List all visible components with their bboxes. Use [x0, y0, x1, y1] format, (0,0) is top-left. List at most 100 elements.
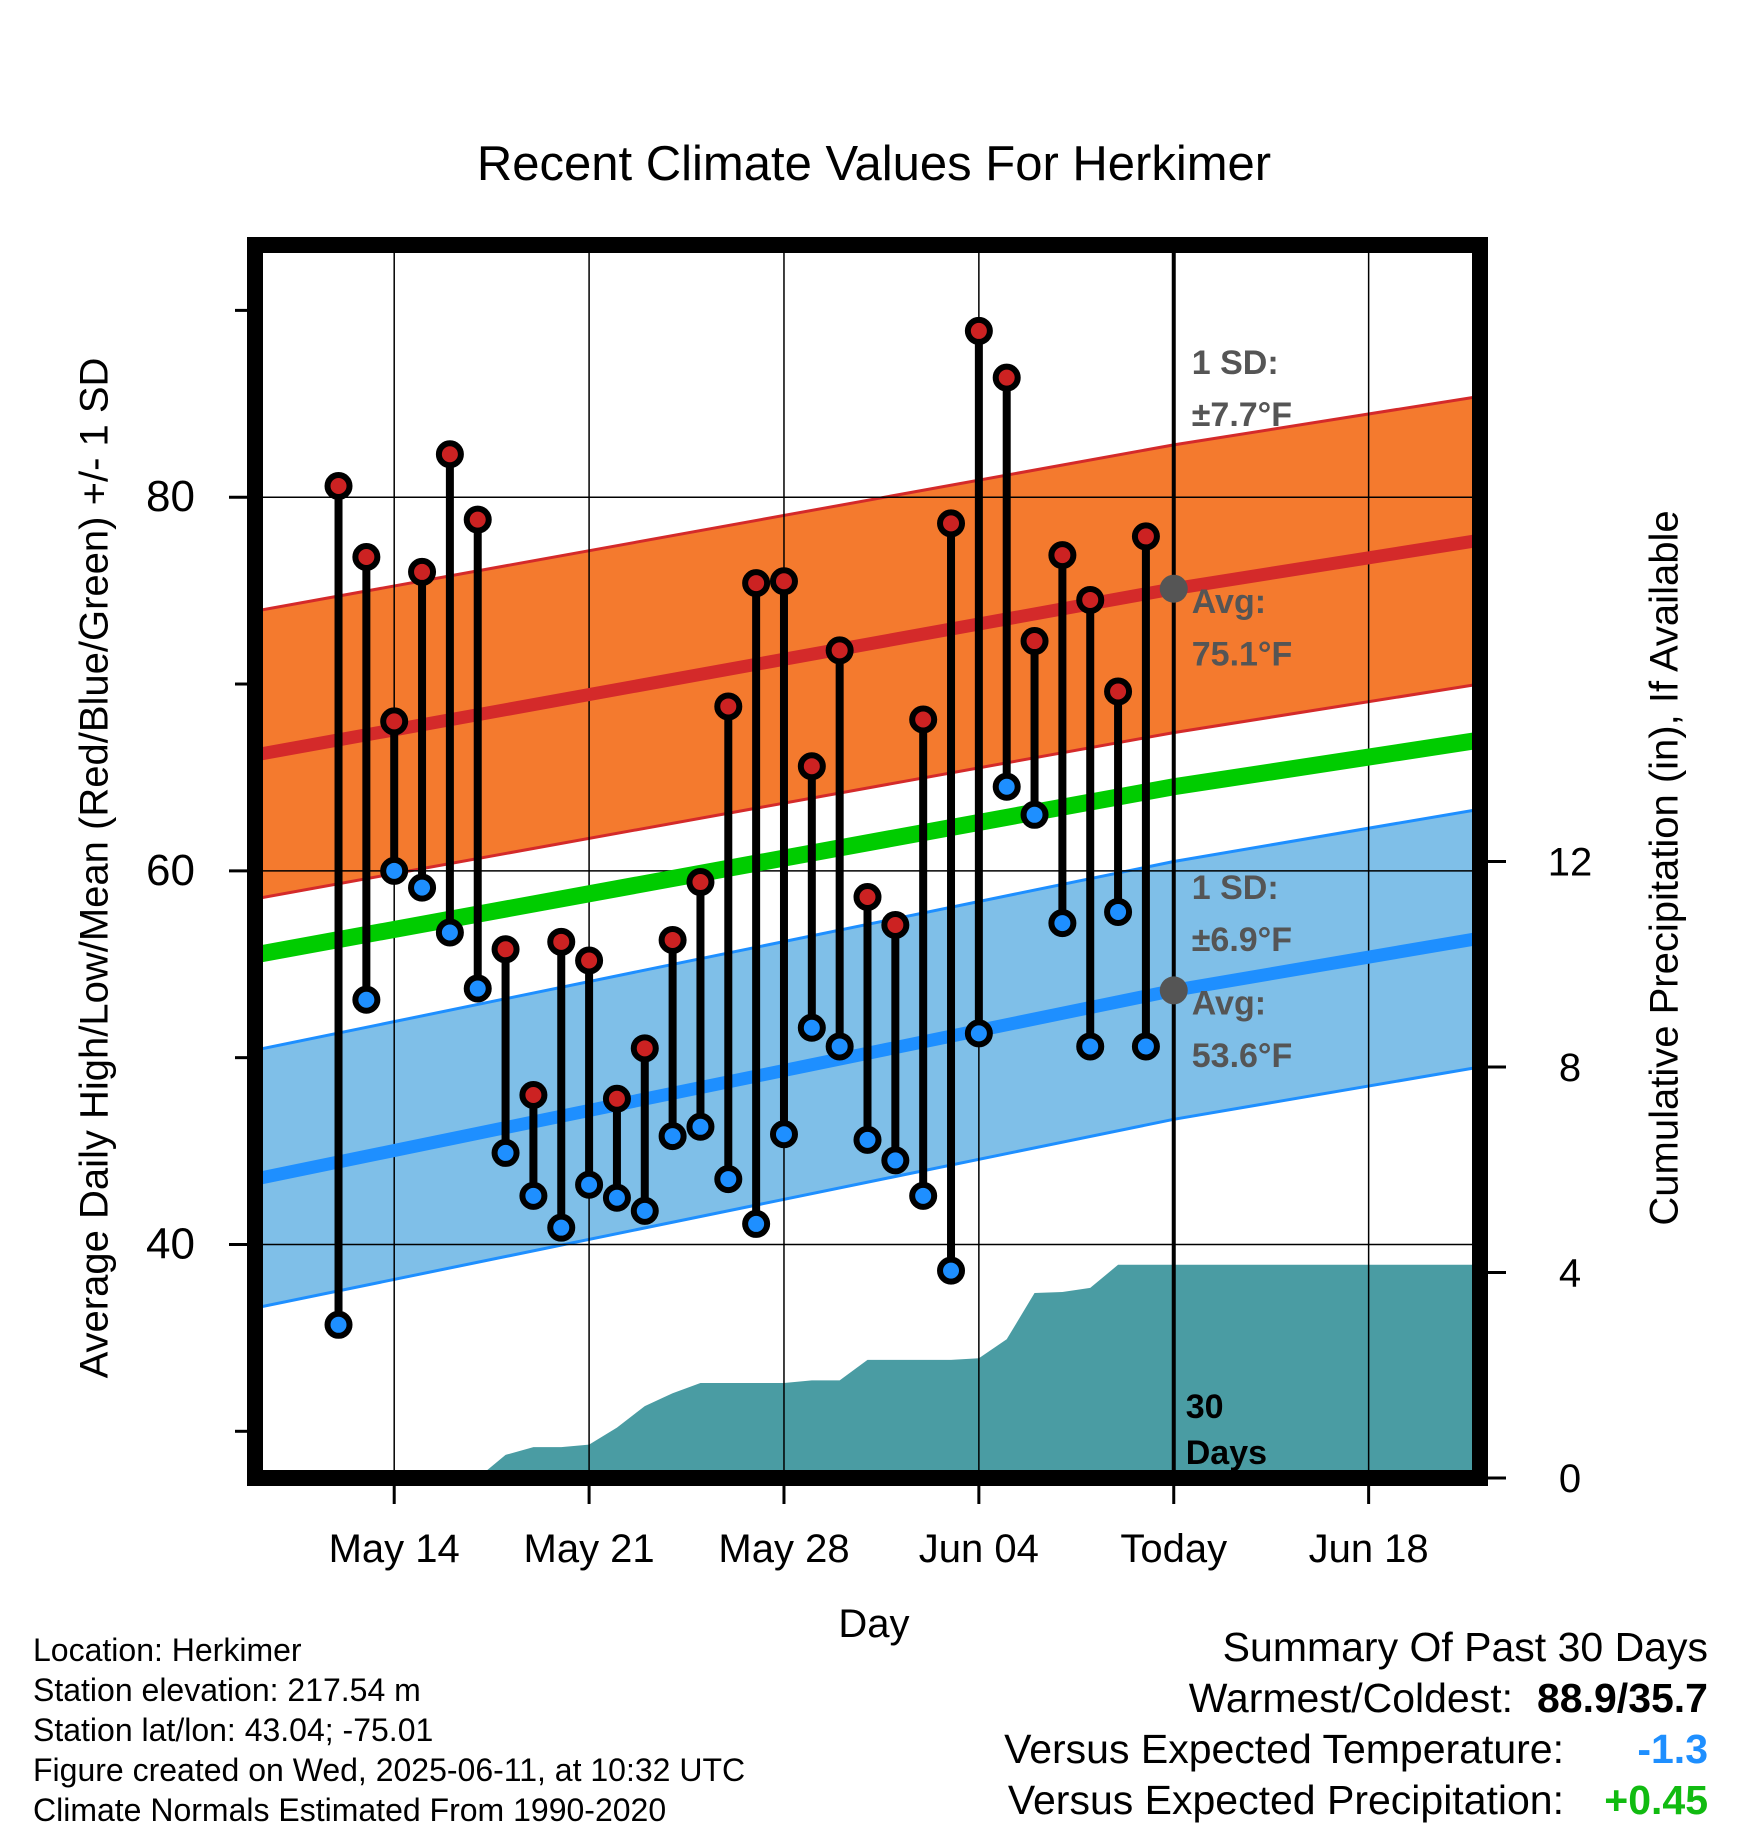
low-point — [630, 1196, 659, 1225]
low-point — [352, 985, 381, 1014]
summary-warmest-row: Warmest/Coldest: 88.9/35.7 — [1004, 1673, 1708, 1724]
low-point — [547, 1213, 576, 1242]
low-avg-dot — [1159, 976, 1188, 1005]
high-point — [352, 542, 381, 571]
low-point — [1020, 800, 1049, 829]
low-sd-label: 1 SD: — [1192, 869, 1279, 907]
high-avg-dot — [1159, 574, 1188, 603]
summary-temp-label: Versus Expected Temperature: — [1004, 1726, 1564, 1772]
info-created: Figure created on Wed, 2025-06-11, at 10… — [33, 1752, 746, 1788]
high-point — [630, 1034, 659, 1063]
info-elevation: Station elevation: 217.54 m — [33, 1672, 421, 1708]
low-point — [881, 1146, 910, 1175]
station-info: Location: Herkimer Station elevation: 21… — [33, 1630, 745, 1830]
low-point — [408, 873, 437, 902]
low-point — [602, 1183, 631, 1212]
high-point — [1076, 585, 1105, 614]
low-point — [797, 1013, 826, 1042]
low-point — [435, 918, 464, 947]
summary-warmest-value: 88.9/35.7 — [1537, 1675, 1708, 1721]
summary-warmest-label: Warmest/Coldest: — [1188, 1675, 1513, 1721]
high-point — [797, 752, 826, 781]
low-point — [825, 1032, 854, 1061]
y-left-tick-label: 80 — [146, 472, 195, 521]
low-point — [324, 1310, 353, 1339]
low-point — [1076, 1032, 1105, 1061]
high-point — [853, 882, 882, 911]
daily-range-bars — [334, 330, 1150, 1325]
high-point — [742, 569, 771, 598]
summary-precip-value: +0.45 — [1604, 1777, 1708, 1823]
low-point — [742, 1209, 771, 1238]
high-point — [686, 868, 715, 897]
low-point — [686, 1112, 715, 1141]
x-tick-label: May 14 — [329, 1527, 460, 1571]
x-tick-label: May 21 — [524, 1527, 655, 1571]
summary-precip-row: Versus Expected Precipitation: +0.45 — [1004, 1775, 1708, 1826]
plot-frame — [247, 237, 1488, 1486]
x-tick-label: Today — [1120, 1527, 1227, 1571]
x-tick-label: Jun 18 — [1309, 1527, 1429, 1571]
high-point — [1020, 627, 1049, 656]
low-point — [491, 1138, 520, 1167]
high-point — [519, 1081, 548, 1110]
low-sd-value: ±6.9°F — [1192, 921, 1292, 959]
high-point — [937, 509, 966, 538]
low-point — [519, 1181, 548, 1210]
low-point — [1048, 909, 1077, 938]
low-point — [992, 772, 1021, 801]
window-label-1: 30 — [1186, 1388, 1224, 1426]
y-left-tick-label: 40 — [146, 1219, 195, 1268]
x-tick-label: Jun 04 — [919, 1527, 1039, 1571]
info-location: Location: Herkimer — [33, 1632, 302, 1668]
y-right-tick-label: 0 — [1559, 1457, 1581, 1501]
high-point — [769, 567, 798, 596]
high-point — [463, 505, 492, 534]
daily-points — [324, 316, 1160, 1339]
low-avg-label: Avg: — [1192, 985, 1266, 1023]
high-point — [380, 707, 409, 736]
x-axis-label: Day — [838, 1602, 910, 1646]
high-point — [1131, 522, 1160, 551]
low-point — [964, 1019, 993, 1048]
window-label-2: Days — [1186, 1434, 1267, 1472]
high-point — [602, 1084, 631, 1113]
high-avg-value: 75.1°F — [1192, 635, 1293, 673]
summary-panel: Summary Of Past 30 Days Warmest/Coldest:… — [1004, 1622, 1708, 1826]
high-avg-label: Avg: — [1192, 583, 1266, 621]
precipitation-fill — [255, 1264, 1480, 1478]
low-point — [909, 1181, 938, 1210]
low-point — [575, 1170, 604, 1199]
normal-bands — [255, 394, 1480, 1310]
low-point — [769, 1120, 798, 1149]
chart-title: Recent Climate Values For Herkimer — [476, 137, 1272, 191]
summary-temp-value: -1.3 — [1637, 1726, 1708, 1772]
low-point — [1131, 1032, 1160, 1061]
summary-precip-label: Versus Expected Precipitation: — [1007, 1777, 1564, 1823]
high-point — [658, 925, 687, 954]
high-sd-label: 1 SD: — [1192, 344, 1279, 382]
precipitation-area — [255, 1264, 1480, 1478]
high-point — [825, 636, 854, 665]
y-left-tick-label: 60 — [146, 846, 195, 895]
summary-temp-row: Versus Expected Temperature: -1.3 — [1004, 1724, 1708, 1775]
y-right-tick-label: 4 — [1559, 1252, 1581, 1296]
low-point — [937, 1256, 966, 1285]
low-point — [658, 1122, 687, 1151]
high-point — [547, 927, 576, 956]
plot-border — [247, 237, 1488, 1486]
y-right-tick-label: 8 — [1559, 1046, 1581, 1090]
info-normals: Climate Normals Estimated From 1990-2020 — [33, 1792, 667, 1828]
high-point — [1048, 541, 1077, 570]
high-point — [435, 440, 464, 469]
summary-title: Summary Of Past 30 Days — [1222, 1624, 1708, 1670]
high-point — [909, 705, 938, 734]
low-point — [853, 1125, 882, 1154]
high-point — [1104, 677, 1133, 706]
high-point — [881, 911, 910, 940]
info-latlon: Station lat/lon: 43.04; -75.01 — [33, 1712, 434, 1748]
annotations: 1 SD: ±7.7°F Avg: 75.1°F 1 SD: ±6.9°F Avg: 53.6… — [1159, 344, 1293, 1472]
low-avg-value: 53.6°F — [1192, 1037, 1293, 1075]
low-point — [380, 856, 409, 885]
